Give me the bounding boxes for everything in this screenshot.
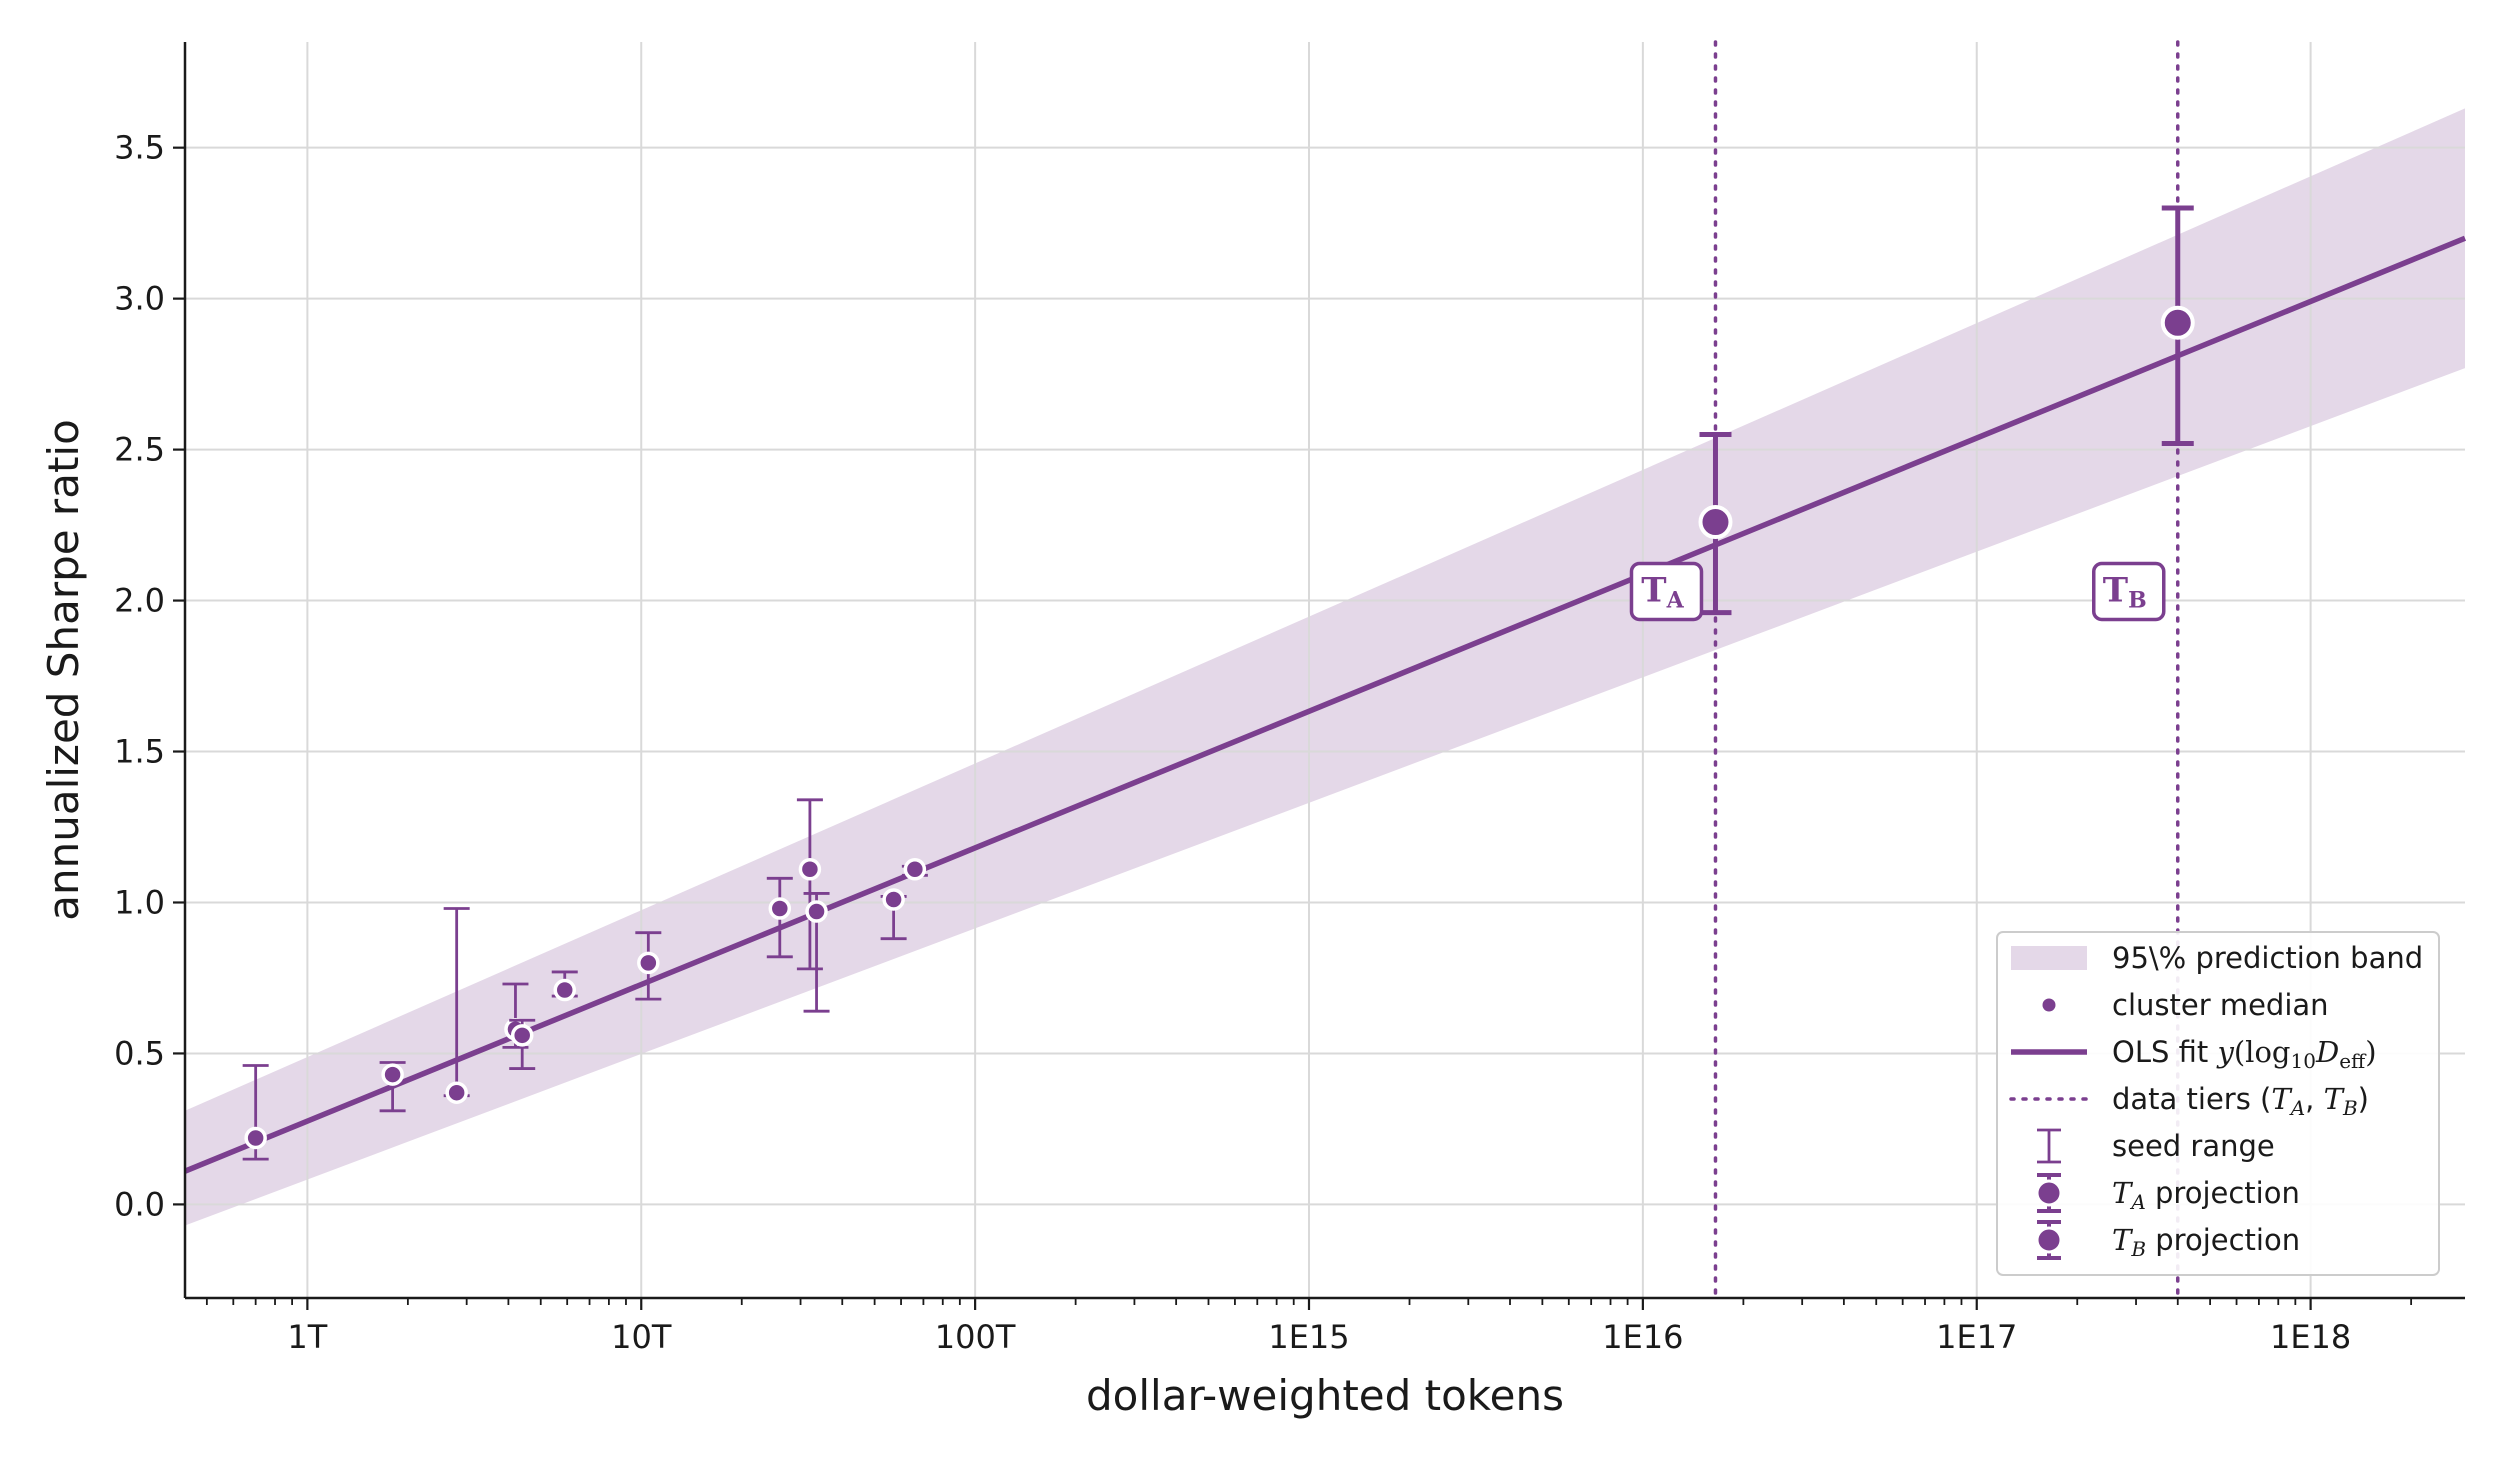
y-tick-label: 0.0: [114, 1185, 165, 1223]
ols-fit-line: [183, 235, 2467, 1174]
legend-entry-bigdot: TA projection: [2035, 1173, 2300, 1214]
legend-dot-swatch: [2042, 998, 2056, 1012]
cluster-median-point: [803, 892, 830, 1013]
projection-marker: [2160, 305, 2195, 340]
points-layer: [242, 205, 2195, 1161]
legend-entry-dotted: data tiers (TA, TB): [2009, 1082, 2369, 1120]
cluster-median-marker: [903, 858, 927, 881]
legend-label: TB projection: [2112, 1223, 2300, 1261]
legend-entry-line: OLS fit y(log10Deff): [2011, 1035, 2377, 1073]
legend-label: cluster median: [2112, 988, 2329, 1022]
axes-layer: 1T 10T 100T 1E15 1E16 1E17 1E18 0.0 0.5 1.0 1.5 2.0…: [39, 42, 2465, 1420]
x-tick-label: 10T: [611, 1318, 672, 1356]
x-tick-label: 1E17: [1936, 1318, 2017, 1356]
cluster-median-point: [509, 1018, 536, 1070]
projection-marker: [1698, 505, 1733, 540]
projection-T_B: [2160, 205, 2195, 447]
x-tick-label: 1E18: [2270, 1318, 2351, 1356]
prediction-band: [185, 108, 2465, 1226]
legend-entry-bigdot: TB projection: [2035, 1220, 2300, 1261]
cluster-median-point: [242, 1064, 269, 1161]
tier-label: TB: [2103, 571, 2147, 614]
tier-label: TA: [1641, 571, 1684, 614]
legend-label: data tiers (TA, TB): [2112, 1082, 2369, 1120]
tier-label-main: T: [2103, 571, 2128, 611]
cluster-median-point: [551, 970, 578, 1002]
tier-label-sub: B: [2128, 588, 2147, 614]
x-tick-label: 1E15: [1268, 1318, 1349, 1356]
legend-projection-swatch: [2035, 1226, 2063, 1254]
y-tick-label: 1.5: [114, 733, 165, 771]
legend-label: OLS fit y(log10Deff): [2112, 1035, 2377, 1073]
cluster-median-marker: [805, 900, 828, 923]
legend-label: seed range: [2112, 1129, 2275, 1163]
tier-label-box: [2092, 561, 2166, 622]
fit-line-layer: [183, 235, 2467, 1174]
legend: 95\% prediction band cluster median OLS fi…: [1996, 931, 2440, 1276]
y-tick-label: 3.5: [114, 129, 165, 167]
cluster-median-marker: [768, 897, 792, 920]
tier-label-box: [1629, 561, 1704, 622]
legend-label: TA projection: [2112, 1176, 2300, 1214]
cluster-median-marker: [553, 978, 576, 1002]
cluster-median-marker: [798, 858, 822, 881]
cluster-median-point: [766, 876, 793, 959]
tier-label-sub: A: [1666, 588, 1685, 614]
legend-box: [1996, 931, 2440, 1276]
y-tick-label: 3.0: [114, 280, 165, 318]
legend-entry-dot: cluster median: [2042, 988, 2329, 1022]
legend-entry-band: 95\% prediction band: [2011, 941, 2423, 975]
cluster-median-marker: [381, 1063, 404, 1086]
cluster-median-marker: [510, 1024, 534, 1047]
y-axis-label: annualized Sharpe ratio: [39, 419, 88, 921]
cluster-median-point: [635, 931, 662, 1001]
cluster-median-point: [796, 798, 823, 971]
legend-band-swatch: [2011, 946, 2087, 970]
x-axis-label: dollar-weighted tokens: [1086, 1371, 1564, 1420]
y-tick-label: 1.0: [114, 883, 165, 921]
cluster-median-point: [443, 907, 470, 1104]
cluster-median-marker: [445, 1081, 468, 1104]
labels-layer: TA TB: [1629, 561, 2166, 622]
cluster-median-point: [379, 1061, 406, 1113]
x-tick-label: 1E16: [1602, 1318, 1683, 1356]
cluster-median-marker: [637, 951, 660, 975]
y-tick-label: 0.5: [114, 1034, 165, 1072]
y-tick-label: 2.5: [114, 431, 165, 469]
projection-T_A: [1698, 432, 1733, 616]
x-tick-label: 1T: [287, 1318, 327, 1356]
legend-entry-errorbar: seed range: [2037, 1128, 2275, 1164]
tier-label-main: T: [1641, 571, 1666, 611]
cluster-median-marker: [882, 888, 905, 911]
y-tick-label: 2.0: [114, 582, 165, 620]
prediction-band-layer: [185, 108, 2465, 1226]
x-tick-label: 100T: [935, 1318, 1016, 1356]
legend-label: 95\% prediction band: [2112, 941, 2423, 975]
cluster-median-marker: [244, 1126, 267, 1150]
cluster-median-point: [880, 888, 907, 941]
cluster-median-point: [901, 858, 928, 881]
legend-projection-swatch: [2035, 1179, 2063, 1207]
